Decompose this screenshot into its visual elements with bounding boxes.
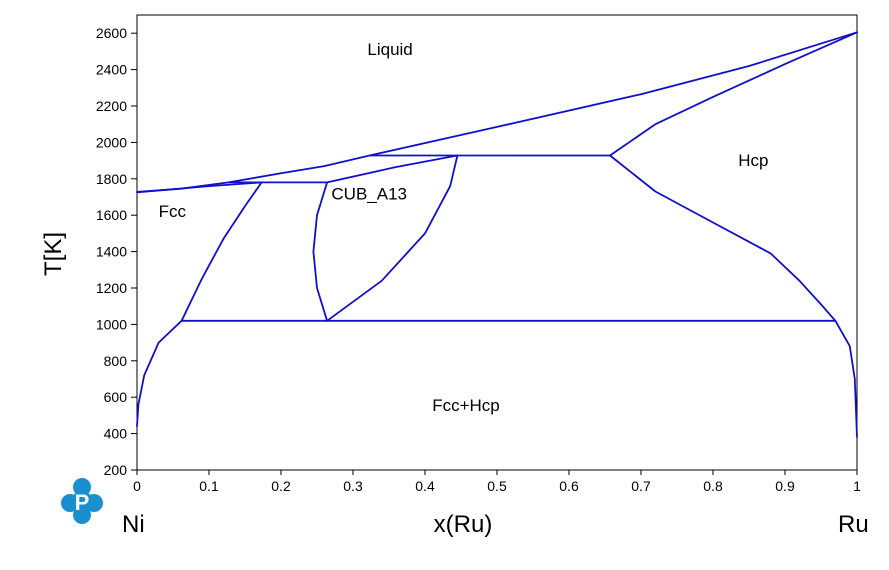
y-tick-label: 2600 [96,25,127,41]
phase-boundary-line-6 [312,181,328,322]
region-label-liquid: Liquid [367,40,412,59]
x-tick-label: 0.3 [343,478,363,494]
phase-boundary-line-7 [326,154,459,184]
phase-boundary-lines [136,31,858,439]
x-tick-label: 0.9 [775,478,795,494]
y-tick-label: 200 [104,462,128,478]
y-tick-label: 800 [104,353,128,369]
phase-boundary-line-8 [326,154,459,322]
phase-boundary-line-1 [136,31,858,193]
phase-boundary-line-2 [136,181,263,194]
y-tick-label: 1400 [96,244,127,260]
x-tick-label: 0.1 [199,478,219,494]
region-labels: Liquid Hcp CUB_A13 Fcc Fcc+Hcp [159,40,769,415]
region-label-fcc: Fcc [159,202,187,221]
y-tick-label: 2000 [96,134,127,150]
x-tick-label: 0.6 [559,478,579,494]
x-tick-label: 0.7 [631,478,651,494]
region-label-hcp: Hcp [738,151,768,170]
x-tick-label: 0.8 [703,478,723,494]
y-axis-title: T[K] [40,232,67,276]
phase-boundary-line-11 [609,154,837,322]
y-tick-label: 1200 [96,280,127,296]
y-tick-label: 400 [104,426,128,442]
y-axis-ticks: 200 400 600 800 1000 1200 1400 1600 1800 2000 2200… [96,25,137,478]
phase-boundary-line-14 [834,319,858,439]
y-tick-label: 2200 [96,98,127,114]
x-tick-label: 0.2 [271,478,291,494]
phase-boundary-line-10 [609,31,858,157]
x-tick-label: 0.4 [415,478,435,494]
region-label-fcc-hcp: Fcc+Hcp [432,396,500,415]
svg-text:P: P [75,490,90,515]
y-tick-label: 2400 [96,62,127,78]
y-tick-label: 600 [104,389,128,405]
x-tick-label: 1 [853,478,861,494]
phase-boundary-line-13 [136,319,183,428]
phase-boundary-line-4 [180,181,263,322]
x-tick-label: 0.5 [487,478,507,494]
left-end-label: Ni [122,511,145,538]
right-end-label: Ru [838,511,869,538]
x-axis-ticks: 0 0.1 0.2 0.3 0.4 0.5 0.6 0.7 0.8 0.9 1 [133,470,861,494]
y-tick-label: 1000 [96,316,127,332]
x-tick-label: 0 [133,478,141,494]
y-tick-label: 1600 [96,207,127,223]
y-tick-label: 1800 [96,171,127,187]
region-label-cub-a13: CUB_A13 [331,185,407,204]
x-axis-title: x(Ru) [434,511,493,538]
logo-icon: P [61,478,103,524]
